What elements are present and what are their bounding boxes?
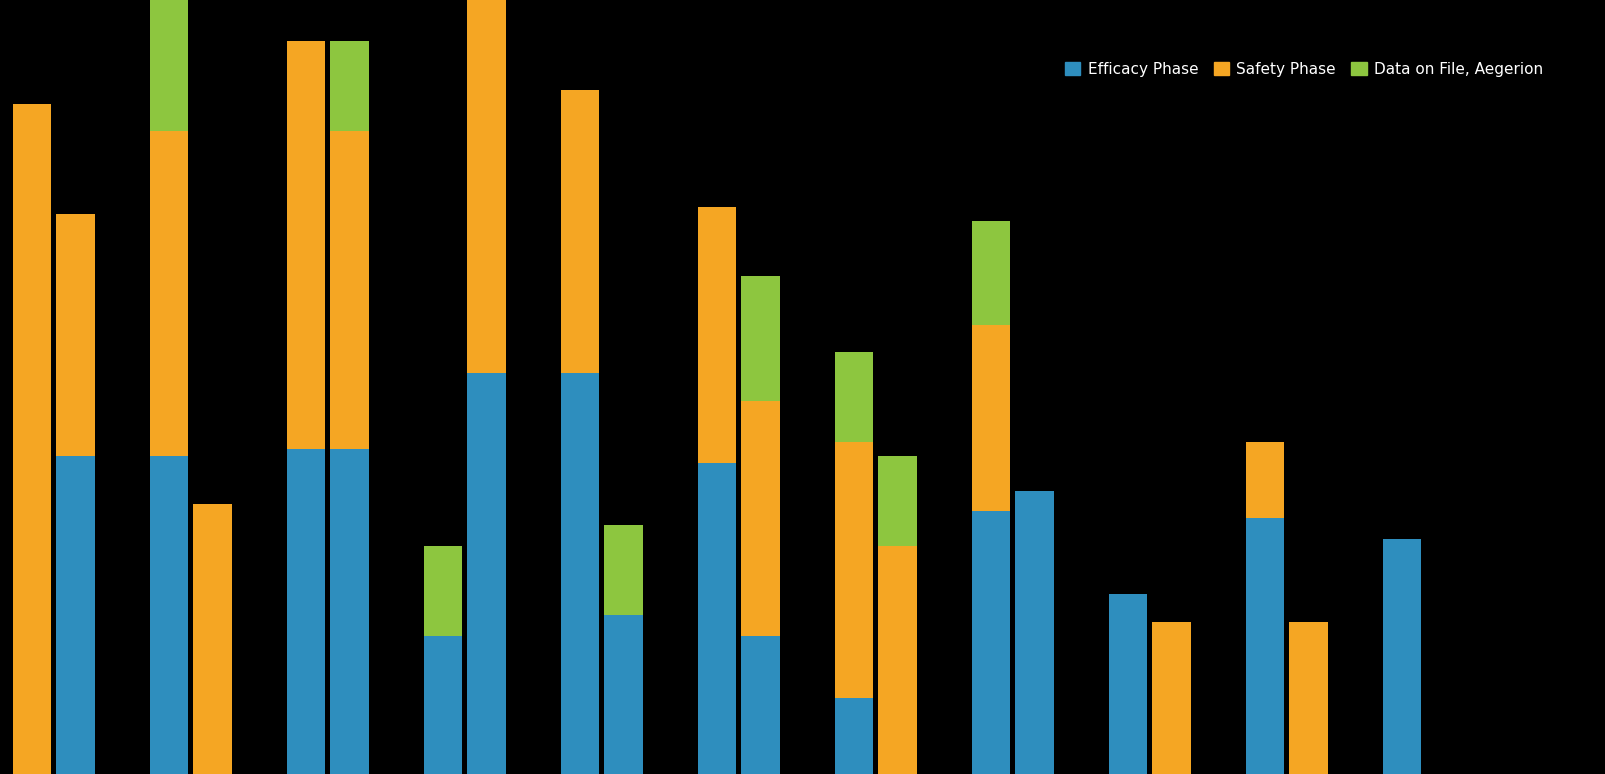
Bar xyxy=(467,0,506,373)
Bar xyxy=(740,276,778,401)
Bar xyxy=(1151,622,1189,774)
Bar xyxy=(149,0,188,132)
Bar xyxy=(331,449,369,774)
Legend: Efficacy Phase, Safety Phase, Data on File, Aegerion: Efficacy Phase, Safety Phase, Data on Fi… xyxy=(1064,62,1542,77)
Bar xyxy=(971,512,1010,774)
Bar xyxy=(878,546,916,774)
Bar xyxy=(287,42,326,449)
Bar xyxy=(287,449,326,774)
Bar xyxy=(1245,519,1284,774)
Bar xyxy=(424,546,462,635)
Bar xyxy=(835,352,873,442)
Bar xyxy=(560,90,599,373)
Bar xyxy=(56,456,95,774)
Bar xyxy=(878,456,916,546)
Bar xyxy=(1289,622,1327,774)
Bar xyxy=(1382,539,1420,774)
Bar xyxy=(1014,491,1053,774)
Bar xyxy=(740,401,778,635)
Bar xyxy=(971,325,1010,512)
Bar xyxy=(697,463,737,774)
Bar xyxy=(424,635,462,774)
Bar xyxy=(467,373,506,774)
Bar xyxy=(697,207,737,463)
Bar xyxy=(1107,594,1146,774)
Bar xyxy=(560,373,599,774)
Bar xyxy=(331,132,369,449)
Bar xyxy=(13,104,51,774)
Bar xyxy=(603,615,642,774)
Bar xyxy=(603,526,642,615)
Bar xyxy=(1245,442,1284,519)
Bar xyxy=(56,214,95,456)
Bar xyxy=(971,221,1010,325)
Bar xyxy=(835,698,873,774)
Bar xyxy=(149,132,188,456)
Bar xyxy=(740,635,778,774)
Bar xyxy=(835,442,873,698)
Bar xyxy=(149,456,188,774)
Bar xyxy=(331,42,369,132)
Bar xyxy=(193,505,231,774)
